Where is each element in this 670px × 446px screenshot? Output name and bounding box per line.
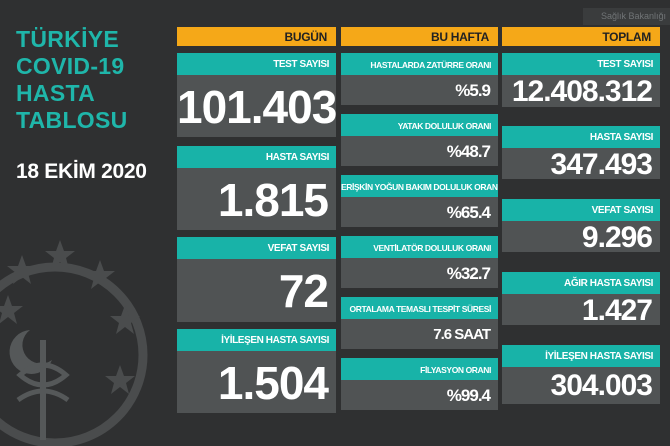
page-title: TÜRKİYE COVID-19 HASTA TABLOSU xyxy=(16,26,166,134)
total-test-card: TEST SAYISI 12.408.312 xyxy=(502,53,660,108)
week-pneumonia-label: HASTALARDA ZATÜRRE ORANI xyxy=(341,53,498,75)
total-cases-label: HASTA SAYISI xyxy=(502,126,660,148)
today-cases-label: HASTA SAYISI xyxy=(177,146,336,168)
report-date: 18 EKİM 2020 xyxy=(16,160,147,183)
column-header-week: BU HAFTA xyxy=(341,27,498,46)
week-pneumonia-card: HASTALARDA ZATÜRRE ORANI %5.9 xyxy=(341,53,498,105)
week-icu-occupancy-label: ERİŞKİN YOĞUN BAKIM DOLULUK ORANI xyxy=(341,175,498,197)
week-ventilator-label: VENTİLATÖR DOLULUK ORANI xyxy=(341,236,498,258)
ministry-emblem-icon xyxy=(0,240,148,446)
total-deaths-value: 9.296 xyxy=(502,221,660,254)
today-column: BUGÜN TEST SAYISI 101.403 HASTA SAYISI 1… xyxy=(177,27,337,413)
week-bed-occupancy-label: YATAK DOLULUK ORANI xyxy=(341,114,498,136)
total-cases-value: 347.493 xyxy=(502,148,660,181)
total-test-value: 12.408.312 xyxy=(502,75,660,108)
total-deaths-label: VEFAT SAYISI xyxy=(502,199,660,221)
week-icu-occupancy-value: %65.4 xyxy=(341,197,498,227)
today-cases-card: HASTA SAYISI 1.815 xyxy=(177,146,336,230)
total-recovered-value: 304.003 xyxy=(502,367,660,404)
week-filiation-card: FİLYASYON ORANI %99.4 xyxy=(341,358,498,410)
today-deaths-value: 72 xyxy=(177,259,336,322)
today-recovered-value: 1.504 xyxy=(177,351,336,413)
title-line: COVID-19 xyxy=(16,53,125,79)
week-ventilator-card: VENTİLATÖR DOLULUK ORANI %32.7 xyxy=(341,236,498,288)
ministry-logo: Sağlık Bakanlığı xyxy=(583,8,670,25)
today-deaths-label: VEFAT SAYISI xyxy=(177,237,336,259)
today-test-card: TEST SAYISI 101.403 xyxy=(177,53,337,137)
week-contact-time-value: 7.6 SAAT xyxy=(341,319,498,349)
total-deaths-card: VEFAT SAYISI 9.296 xyxy=(502,199,660,254)
today-test-value: 101.403 xyxy=(177,75,337,137)
column-header-today: BUGÜN xyxy=(177,27,336,46)
total-severe-value: 1.427 xyxy=(502,294,660,327)
total-test-label: TEST SAYISI xyxy=(502,53,660,75)
today-recovered-card: İYİLEŞEN HASTA SAYISI 1.504 xyxy=(177,329,336,413)
today-recovered-label: İYİLEŞEN HASTA SAYISI xyxy=(177,329,336,351)
title-line: TABLOSU xyxy=(16,107,128,133)
ministry-logo-text: Sağlık Bakanlığı xyxy=(601,11,667,21)
total-recovered-card: İYİLEŞEN HASTA SAYISI 304.003 xyxy=(502,345,660,404)
today-cases-value: 1.815 xyxy=(177,168,336,230)
week-contact-time-label: ORTALAMA TEMASLI TESPİT SÜRESİ xyxy=(341,297,498,319)
column-header-total: TOPLAM xyxy=(502,27,660,46)
today-test-label: TEST SAYISI xyxy=(177,53,336,75)
total-severe-card: AĞIR HASTA SAYISI 1.427 xyxy=(502,272,660,327)
total-cases-card: HASTA SAYISI 347.493 xyxy=(502,126,660,181)
week-column: BU HAFTA HASTALARDA ZATÜRRE ORANI %5.9 Y… xyxy=(341,27,498,410)
week-contact-time-card: ORTALAMA TEMASLI TESPİT SÜRESİ 7.6 SAAT xyxy=(341,297,498,349)
title-line: HASTA xyxy=(16,80,96,106)
total-severe-label: AĞIR HASTA SAYISI xyxy=(502,272,660,294)
week-pneumonia-value: %5.9 xyxy=(341,75,498,105)
title-line: TÜRKİYE xyxy=(16,26,120,52)
week-icu-occupancy-card: ERİŞKİN YOĞUN BAKIM DOLULUK ORANI %65.4 xyxy=(341,175,498,227)
total-column: TOPLAM TEST SAYISI 12.408.312 HASTA SAYI… xyxy=(502,27,660,404)
week-ventilator-value: %32.7 xyxy=(341,258,498,288)
total-recovered-label: İYİLEŞEN HASTA SAYISI xyxy=(502,345,660,367)
week-filiation-value: %99.4 xyxy=(341,380,498,410)
today-deaths-card: VEFAT SAYISI 72 xyxy=(177,237,336,322)
week-bed-occupancy-card: YATAK DOLULUK ORANI %48.7 xyxy=(341,114,498,166)
week-bed-occupancy-value: %48.7 xyxy=(341,136,498,166)
week-filiation-label: FİLYASYON ORANI xyxy=(341,358,498,380)
